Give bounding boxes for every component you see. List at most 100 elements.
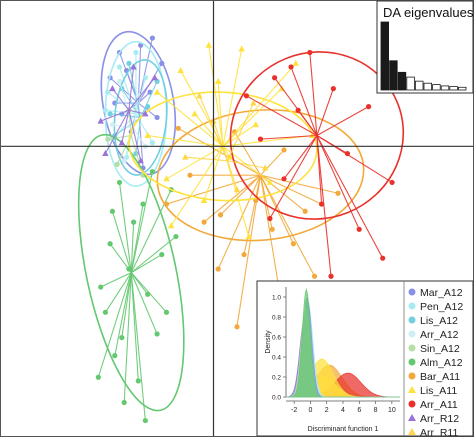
data-point xyxy=(135,378,141,384)
link-line xyxy=(130,272,146,421)
data-point xyxy=(302,208,308,214)
data-point xyxy=(217,212,224,218)
legend-marker xyxy=(408,386,416,393)
link-line xyxy=(316,88,334,136)
data-point xyxy=(252,121,259,128)
data-point xyxy=(105,136,111,142)
data-point xyxy=(112,353,118,359)
link-line xyxy=(234,131,261,176)
data-point xyxy=(245,233,252,240)
y-tick-label: 0.0 xyxy=(272,395,281,402)
link-line xyxy=(147,134,223,147)
link-line xyxy=(133,127,146,147)
link-line xyxy=(260,134,317,140)
density-frame xyxy=(256,280,474,437)
data-point xyxy=(215,77,222,84)
link-line xyxy=(156,91,224,147)
link-line xyxy=(130,222,135,273)
legend-label: Lis_A12 xyxy=(420,315,458,327)
link-line xyxy=(137,102,144,169)
y-tick-label: 1.0 xyxy=(272,295,281,302)
data-point xyxy=(292,59,299,66)
data-point xyxy=(175,125,181,131)
density-ylabel: Density xyxy=(265,330,272,354)
link-line xyxy=(260,174,294,244)
eigenvalues-title: DA eigenvalues xyxy=(383,5,474,20)
link-line xyxy=(128,63,142,118)
legend-label: Mar_A12 xyxy=(420,287,463,299)
eigenvalue-bar xyxy=(457,86,467,91)
legend-label: Arr_A11 xyxy=(420,399,458,411)
data-point xyxy=(380,255,386,261)
data-point xyxy=(366,104,372,110)
link-line xyxy=(283,135,318,180)
data-point xyxy=(102,309,108,315)
data-point xyxy=(182,153,189,160)
eigenvalues-inset: DA eigenvalues xyxy=(376,0,474,94)
x-tick-label: -2 xyxy=(291,407,297,414)
link-line xyxy=(260,174,322,205)
data-point xyxy=(196,92,203,99)
x-tick-label: 10 xyxy=(388,407,396,414)
legend-marker xyxy=(408,288,416,296)
x-tick-label: 6 xyxy=(357,407,361,414)
data-point xyxy=(145,104,151,110)
data-point xyxy=(215,266,221,272)
group-Arr_R12 xyxy=(97,63,158,164)
data-point xyxy=(238,45,245,52)
data-point xyxy=(267,215,273,222)
data-point xyxy=(149,140,155,146)
eigenvalue-bar xyxy=(397,71,407,91)
density-plot: -2 0 2 4 6 8 10 0.0 0.2 0.4 0.6 0.8 1.0 Discriminant … xyxy=(265,287,401,433)
inertia-ellipse xyxy=(128,91,318,202)
link-line xyxy=(105,109,137,115)
data-point xyxy=(389,179,395,186)
link-line xyxy=(208,45,224,147)
data-point xyxy=(200,196,208,203)
data-point xyxy=(95,374,101,380)
legend-label: Alm_A12 xyxy=(420,357,463,369)
data-point xyxy=(151,74,158,81)
link-line xyxy=(222,88,283,147)
data-point xyxy=(168,222,175,229)
scatter-layer xyxy=(77,30,405,424)
link-line xyxy=(316,135,360,230)
inertia-ellipse xyxy=(229,51,405,220)
data-point xyxy=(163,175,170,182)
link-line xyxy=(130,236,177,274)
link-line xyxy=(100,109,130,122)
data-point xyxy=(257,136,264,142)
legend-marker xyxy=(408,414,416,421)
legend-marker xyxy=(408,344,416,352)
data-point xyxy=(142,110,149,117)
data-point xyxy=(262,164,269,171)
x-tick-label: 2 xyxy=(325,407,329,414)
link-line xyxy=(222,48,243,147)
link-line xyxy=(114,272,132,356)
data-point xyxy=(126,60,132,66)
data-point xyxy=(290,241,296,247)
link-line xyxy=(100,272,132,288)
link-line xyxy=(222,62,297,147)
y-tick-label: 0.6 xyxy=(272,335,281,342)
data-point xyxy=(356,226,362,232)
eigenvalue-bar xyxy=(389,60,398,91)
link-line xyxy=(97,272,132,378)
link-line xyxy=(227,102,254,161)
data-point xyxy=(344,150,351,157)
data-point xyxy=(118,139,126,146)
eigenvalue-bars xyxy=(380,21,467,91)
data-point xyxy=(121,158,127,164)
link-line xyxy=(185,156,228,162)
data-point xyxy=(145,291,151,297)
x-tick-label: 4 xyxy=(341,407,345,414)
data-point xyxy=(233,186,241,193)
link-line xyxy=(227,160,238,190)
link-line xyxy=(290,66,318,136)
data-point xyxy=(319,201,325,207)
data-point xyxy=(173,233,179,240)
group-Arr_A11 xyxy=(229,49,405,279)
link-line xyxy=(227,160,266,169)
link-line xyxy=(128,77,156,111)
